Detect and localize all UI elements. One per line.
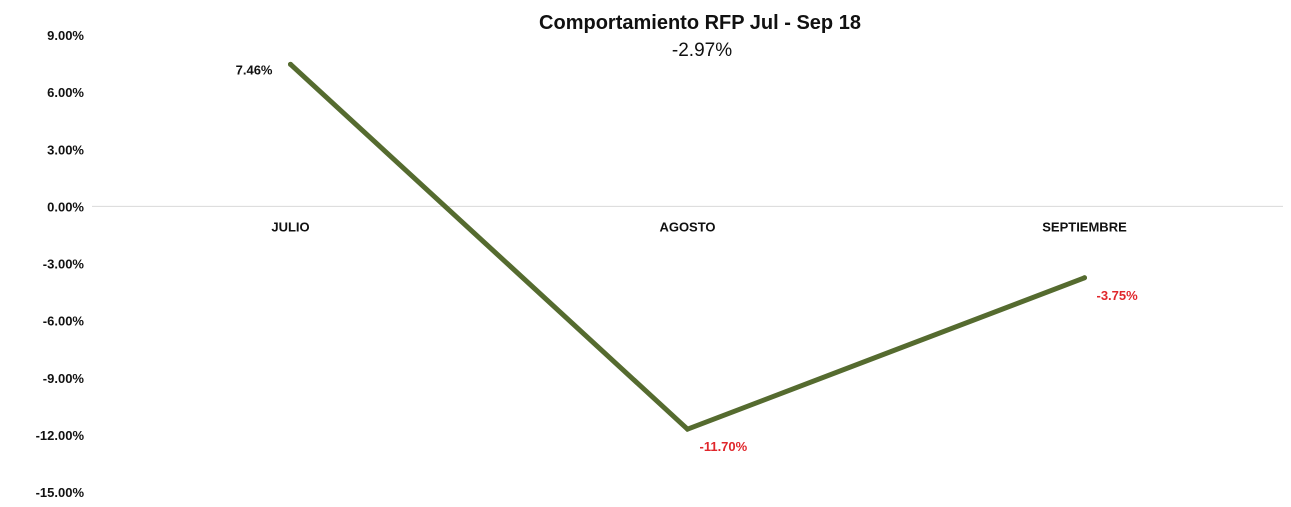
data-point [1082, 275, 1087, 281]
series-line [288, 61, 1087, 433]
data-point [288, 61, 293, 67]
data-label: -3.75% [1097, 288, 1139, 303]
y-tick-label: 9.00% [47, 28, 84, 43]
y-tick-label: 6.00% [47, 85, 84, 100]
x-axis: JULIO AGOSTO SEPTIEMBRE [271, 219, 1127, 234]
chart-title: Comportamiento RFP Jul - Sep 18 [539, 12, 861, 34]
data-label: -11.70% [700, 439, 748, 454]
y-tick-label: -15.00% [36, 485, 85, 500]
chart-subtitle: -2.97% [672, 40, 732, 61]
y-tick-label: -6.00% [43, 314, 85, 329]
x-tick-label: JULIO [271, 219, 309, 234]
y-tick-label: -3.00% [43, 257, 85, 272]
y-tick-label: -9.00% [43, 371, 85, 386]
y-tick-label: 0.00% [47, 199, 84, 214]
data-label: 7.46% [236, 62, 273, 77]
x-tick-label: SEPTIEMBRE [1042, 219, 1127, 234]
data-labels: 7.46% -11.70% -3.75% [236, 62, 1139, 454]
data-point [685, 426, 690, 432]
y-tick-label: -12.00% [36, 428, 85, 443]
y-axis: 9.00% 6.00% 3.00% 0.00% -3.00% -6.00% -9.00% -1… [36, 28, 85, 500]
y-tick-label: 3.00% [47, 142, 84, 157]
series-line-group [288, 61, 1087, 433]
x-tick-label: AGOSTO [659, 219, 715, 234]
